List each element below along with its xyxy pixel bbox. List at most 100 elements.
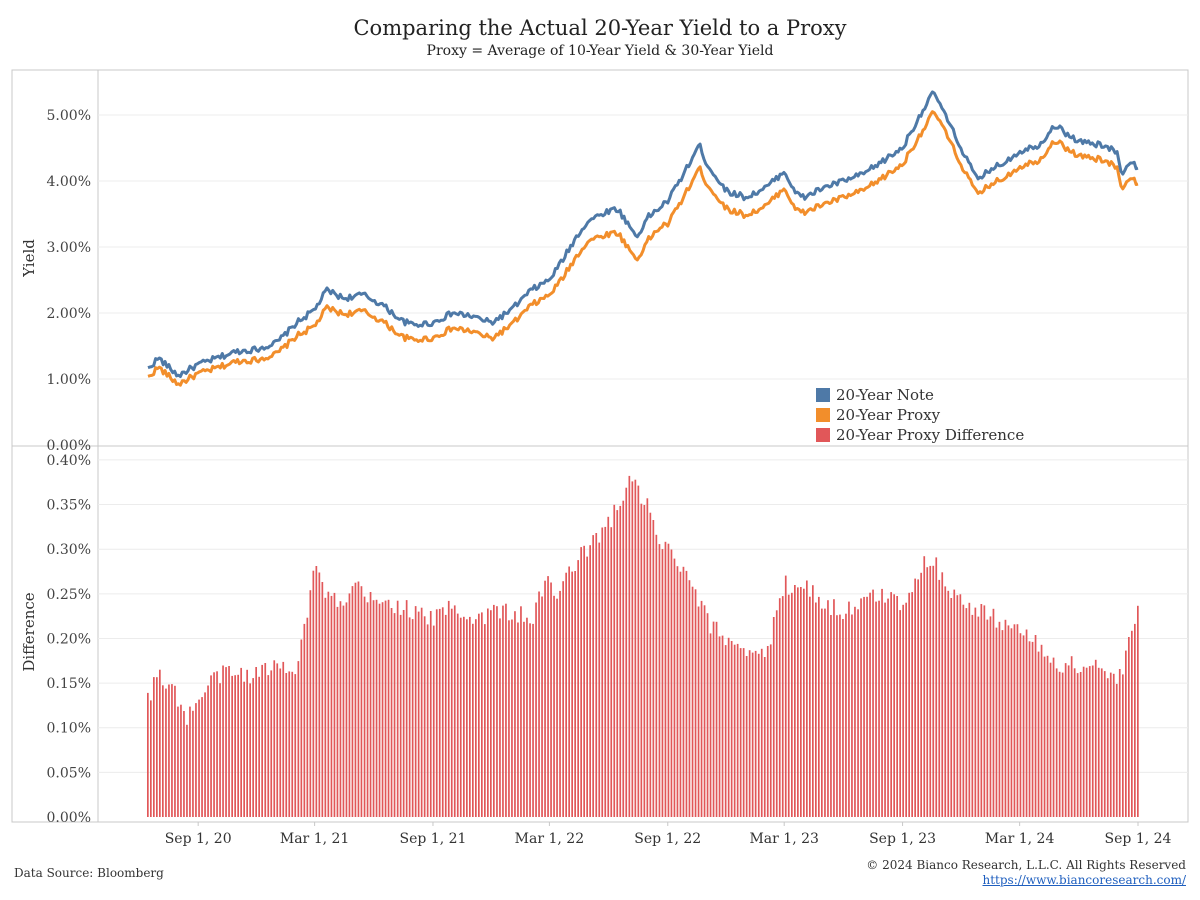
difference-bar bbox=[366, 602, 369, 817]
difference-bar bbox=[210, 675, 212, 817]
difference-bar bbox=[950, 598, 953, 817]
difference-bar bbox=[1031, 641, 1034, 817]
difference-bar bbox=[213, 672, 215, 817]
difference-bar bbox=[646, 498, 649, 817]
difference-bar bbox=[508, 620, 510, 817]
difference-bar bbox=[691, 586, 694, 817]
difference-bar bbox=[697, 606, 700, 817]
yield-tick-label: 1.00% bbox=[47, 372, 91, 388]
difference-bar bbox=[523, 621, 525, 817]
difference-bar bbox=[730, 641, 733, 817]
difference-bar bbox=[772, 617, 775, 817]
difference-bar bbox=[893, 594, 895, 817]
difference-bar bbox=[884, 602, 886, 817]
difference-bar bbox=[1019, 633, 1022, 817]
difference-bar bbox=[875, 601, 877, 817]
difference-bar bbox=[812, 585, 814, 817]
difference-bar bbox=[363, 596, 366, 817]
difference-bar bbox=[405, 600, 408, 817]
difference-bar bbox=[288, 671, 291, 817]
difference-bar bbox=[499, 618, 501, 817]
difference-bar bbox=[778, 598, 781, 817]
difference-bar bbox=[1134, 623, 1136, 817]
difference-bar bbox=[1112, 673, 1115, 817]
difference-bar bbox=[851, 614, 853, 817]
difference-bar bbox=[402, 610, 405, 817]
difference-bar bbox=[414, 606, 417, 817]
difference-bar bbox=[390, 608, 393, 817]
difference-bar bbox=[622, 500, 625, 817]
chart-title: Comparing the Actual 20-Year Yield to a … bbox=[353, 16, 847, 40]
difference-bar bbox=[592, 535, 594, 817]
difference-bar bbox=[511, 619, 513, 817]
difference-bar bbox=[1037, 651, 1040, 817]
difference-bar bbox=[1067, 665, 1070, 817]
difference-bar bbox=[351, 586, 354, 817]
difference-bar bbox=[514, 611, 516, 817]
website-link[interactable]: https://www.biancoresearch.com/ bbox=[982, 873, 1186, 887]
difference-bar bbox=[733, 644, 736, 817]
difference-bar bbox=[938, 579, 941, 817]
difference-bar bbox=[463, 616, 465, 817]
yield-tick-label: 4.00% bbox=[47, 174, 91, 190]
difference-bar bbox=[493, 604, 495, 817]
difference-bar bbox=[1094, 659, 1097, 817]
difference-bar bbox=[553, 595, 555, 817]
yield-axis-title: Yield bbox=[20, 239, 38, 278]
difference-bar bbox=[980, 604, 983, 817]
x-tick-label: Sep 1, 21 bbox=[400, 831, 467, 847]
difference-bar bbox=[532, 623, 534, 817]
difference-bar bbox=[408, 617, 411, 817]
difference-bar bbox=[378, 603, 381, 817]
difference-bar bbox=[664, 541, 667, 817]
difference-bar bbox=[670, 549, 673, 817]
difference-bar bbox=[1070, 656, 1073, 817]
difference-bar bbox=[1016, 624, 1019, 817]
difference-bar bbox=[1125, 650, 1127, 817]
yield-tick-label: 5.00% bbox=[47, 108, 91, 124]
difference-bar bbox=[387, 599, 390, 817]
difference-bar bbox=[1022, 635, 1025, 817]
difference-bar bbox=[947, 590, 950, 817]
difference-bar bbox=[276, 663, 279, 817]
difference-bar bbox=[381, 602, 384, 817]
difference-bar bbox=[411, 619, 414, 817]
difference-bar bbox=[150, 700, 152, 817]
difference-bar bbox=[956, 595, 959, 817]
difference-bar bbox=[505, 603, 507, 817]
difference-bar bbox=[195, 703, 197, 817]
difference-bar bbox=[496, 606, 498, 817]
difference-bar bbox=[478, 613, 480, 817]
difference-bar bbox=[607, 516, 610, 817]
difference-bar bbox=[842, 619, 844, 817]
difference-bar bbox=[450, 608, 453, 817]
difference-bar bbox=[321, 582, 324, 817]
x-tick-label: Sep 1, 20 bbox=[165, 831, 232, 847]
difference-bar bbox=[1088, 666, 1091, 817]
difference-bar bbox=[640, 503, 643, 817]
difference-axis-ticks: 0.00% 0.05% 0.10% 0.15% 0.20% 0.25% 0.30% 0.35%… bbox=[47, 453, 91, 826]
difference-bar bbox=[688, 580, 691, 817]
difference-bar bbox=[953, 589, 956, 817]
difference-bar bbox=[484, 624, 486, 817]
difference-bar bbox=[1058, 671, 1061, 817]
yield-lines bbox=[147, 90, 1139, 387]
difference-bar bbox=[297, 661, 300, 817]
difference-bar bbox=[766, 646, 769, 817]
difference-bar bbox=[559, 590, 561, 817]
x-tick-label: Sep 1, 24 bbox=[1105, 831, 1172, 847]
difference-bar bbox=[989, 616, 992, 817]
difference-bar bbox=[264, 663, 267, 817]
difference-bar bbox=[423, 616, 426, 817]
difference-bar bbox=[426, 624, 429, 817]
difference-bar bbox=[487, 608, 489, 817]
difference-bar bbox=[797, 587, 799, 817]
difference-bar bbox=[1137, 605, 1139, 817]
difference-bar bbox=[580, 547, 582, 817]
difference-bar bbox=[502, 605, 504, 817]
difference-bar bbox=[472, 623, 474, 817]
difference-bar bbox=[198, 699, 200, 817]
difference-bar bbox=[1106, 678, 1109, 817]
difference-bar bbox=[1073, 668, 1076, 817]
difference-bar bbox=[240, 667, 242, 817]
